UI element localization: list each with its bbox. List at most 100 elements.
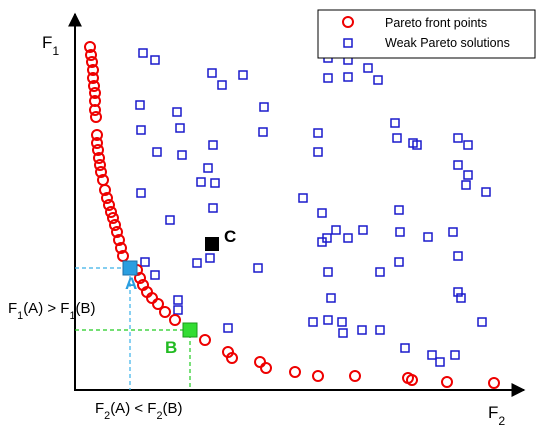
pareto-point (260, 362, 272, 374)
weak-pareto-point (448, 227, 458, 237)
weak-pareto-point (453, 251, 463, 261)
text-part: (A) > F (23, 300, 69, 317)
pareto-point (90, 111, 102, 123)
weak-pareto-point (308, 317, 318, 327)
subscript: 2 (156, 410, 162, 422)
weak-pareto-point (258, 127, 268, 137)
pareto-point (103, 199, 115, 211)
weak-pareto-point (357, 325, 367, 335)
pareto-point (89, 87, 101, 99)
weak-pareto-point (150, 270, 160, 280)
subscript: 2 (498, 414, 505, 428)
pareto-point (289, 366, 301, 378)
subscript: 2 (104, 410, 110, 422)
pareto-point (441, 376, 453, 388)
label-a: A (125, 274, 137, 293)
weak-pareto-point (343, 233, 353, 243)
text-part: (B) (75, 300, 95, 317)
label-b: B (165, 338, 177, 357)
text-part: F (488, 403, 498, 422)
weak-pareto-point (477, 317, 487, 327)
weak-pareto-point (298, 193, 308, 203)
weak-pareto-point (395, 227, 405, 237)
text-part: (B) (162, 400, 182, 417)
legend-marker (342, 16, 354, 28)
pareto-point (87, 64, 99, 76)
pareto-point (406, 374, 418, 386)
weak-pareto-point (173, 305, 183, 315)
pareto-point (146, 292, 158, 304)
weak-pareto-point (435, 357, 445, 367)
label-c: C (224, 227, 236, 246)
pareto-point (93, 152, 105, 164)
f1-comparison: F1(A) > F1(B) (8, 300, 95, 322)
pareto-point (87, 72, 99, 84)
pareto-point (94, 159, 106, 171)
weak-pareto-point (203, 163, 213, 173)
pareto-point (312, 370, 324, 382)
pareto-point (107, 212, 119, 224)
point-c (205, 237, 219, 251)
text-part: F (42, 33, 52, 52)
legend-label: Weak Pareto solutions (385, 36, 510, 50)
weak-pareto-point (400, 343, 410, 353)
weak-pareto-point (207, 68, 217, 78)
pareto-point (92, 144, 104, 156)
weak-pareto-point (337, 317, 347, 327)
weak-pareto-point (394, 257, 404, 267)
legend-label: Pareto front points (385, 16, 487, 30)
text-part: (A) < F (110, 400, 156, 417)
weak-pareto-point (192, 258, 202, 268)
pareto-point (349, 370, 361, 382)
pareto-point (84, 41, 96, 53)
weak-pareto-point (173, 295, 183, 305)
weak-pareto-point (481, 187, 491, 197)
pareto-point (159, 306, 171, 318)
weak-pareto-point (375, 325, 385, 335)
weak-pareto-point (331, 225, 341, 235)
pareto-point (226, 352, 238, 364)
pareto-point (113, 234, 125, 246)
pareto-point (99, 184, 111, 196)
pareto-point (95, 166, 107, 178)
weak-pareto-point (450, 350, 460, 360)
weak-pareto-point (338, 328, 348, 338)
weak-pareto-point (453, 133, 463, 143)
weak-pareto-point (461, 180, 471, 190)
weak-pareto-point (238, 70, 248, 80)
pareto-point (91, 137, 103, 149)
weak-pareto-point (177, 150, 187, 160)
weak-pareto-point (208, 203, 218, 213)
weak-pareto-point (138, 48, 148, 58)
pareto-point (105, 206, 117, 218)
legend-box (317, 9, 536, 59)
pareto-point (101, 192, 113, 204)
weak-pareto-point (390, 118, 400, 128)
point-b (182, 322, 198, 338)
weak-pareto-point (259, 102, 269, 112)
pareto-point (91, 129, 103, 141)
weak-pareto-point (323, 73, 333, 83)
y-axis-label: F1 (42, 33, 59, 58)
pareto-point (85, 49, 97, 61)
a-guide (75, 267, 131, 390)
pareto-point (115, 242, 127, 254)
weak-pareto-point (210, 178, 220, 188)
f2-comparison: F2(A) < F2(B) (95, 400, 182, 422)
pareto-point (88, 80, 100, 92)
weak-pareto-point (412, 140, 422, 150)
weak-pareto-point (223, 323, 233, 333)
weak-pareto-point (373, 75, 383, 85)
weak-pareto-point (463, 140, 473, 150)
weak-pareto-point (205, 253, 215, 263)
subscript: 1 (17, 310, 23, 322)
text-part: F (8, 300, 17, 317)
pareto-point (152, 298, 164, 310)
weak-pareto-point (394, 205, 404, 215)
point-a (122, 260, 138, 276)
pareto-point (134, 272, 146, 284)
weak-pareto-point (313, 128, 323, 138)
weak-pareto-point (456, 293, 466, 303)
pareto-point (488, 377, 500, 389)
